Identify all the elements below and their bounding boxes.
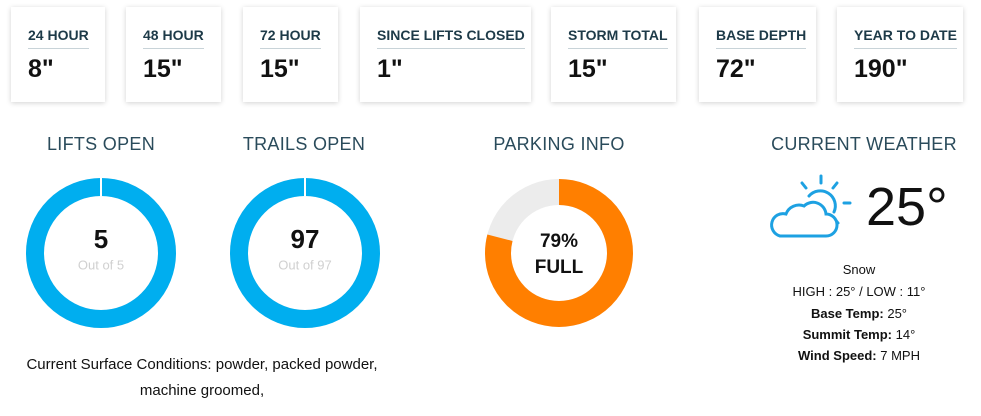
stat-label: 48 HOUR (143, 27, 204, 49)
gauge-value: 5 (94, 224, 108, 254)
stat-card: STORM TOTAL 15" (551, 7, 676, 102)
stat-value: 72" (716, 55, 756, 83)
weather-detail: Base Temp: 25° (759, 306, 959, 321)
detail-label: Wind Speed: (798, 348, 877, 363)
stat-label: 24 HOUR (28, 27, 89, 49)
stat-value: 15" (260, 55, 300, 83)
gauges: 5 Out of 5 97 Out of 97 79% FULL (26, 177, 633, 328)
detail-value: 7 MPH (880, 348, 920, 363)
stat-label: BASE DEPTH (716, 27, 807, 49)
high-low: HIGH : 25° / LOW : 11° (792, 284, 926, 299)
parking-title: PARKING INFO (493, 134, 625, 154)
stat-card: YEAR TO DATE 190" (837, 7, 963, 102)
stat-value: 15" (568, 55, 608, 83)
stat-value: 8" (28, 55, 54, 83)
stat-label: YEAR TO DATE (854, 27, 957, 49)
detail-label: Summit Temp: (802, 327, 893, 342)
surface-conditions: Current Surface Conditions: powder, pack… (26, 356, 378, 399)
stat-card: 72 HOUR 15" (243, 7, 338, 102)
weather-title: CURRENT WEATHER (771, 134, 957, 154)
lifts-title: LIFTS OPEN (46, 134, 156, 154)
trails-title: TRAILS OPEN (242, 134, 366, 154)
gauge-total: Out of 97 (278, 257, 331, 272)
parking-percent: 79% (540, 231, 578, 252)
stat-value: 15" (143, 55, 183, 83)
temperature: 25° (866, 177, 948, 237)
gauge-arc (485, 179, 633, 327)
detail-label: Base Temp: (810, 306, 884, 321)
stat-label: SINCE LIFTS CLOSED (377, 27, 525, 49)
stat-card: SINCE LIFTS CLOSED 1" (360, 7, 531, 102)
stat-label: STORM TOTAL (568, 27, 668, 49)
stat-card: 24 HOUR 8" (11, 7, 105, 102)
weather-detail: Summit Temp: 14° (759, 327, 959, 342)
stat-value: 190" (854, 55, 908, 83)
condition: Snow (842, 262, 876, 277)
gauge-value: 97 (291, 224, 320, 254)
gauge-total: Out of 5 (78, 257, 124, 272)
stat-card: BASE DEPTH 72" (699, 7, 816, 102)
parking-status: FULL (535, 257, 584, 278)
detail-value: 14° (895, 327, 916, 342)
stat-card: 48 HOUR 15" (126, 7, 221, 102)
weather-detail: Wind Speed: 7 MPH (759, 348, 959, 363)
detail-value: 25° (887, 306, 908, 321)
stat-value: 1" (377, 55, 403, 83)
weather-icon (770, 174, 852, 238)
stat-label: 72 HOUR (260, 27, 321, 49)
